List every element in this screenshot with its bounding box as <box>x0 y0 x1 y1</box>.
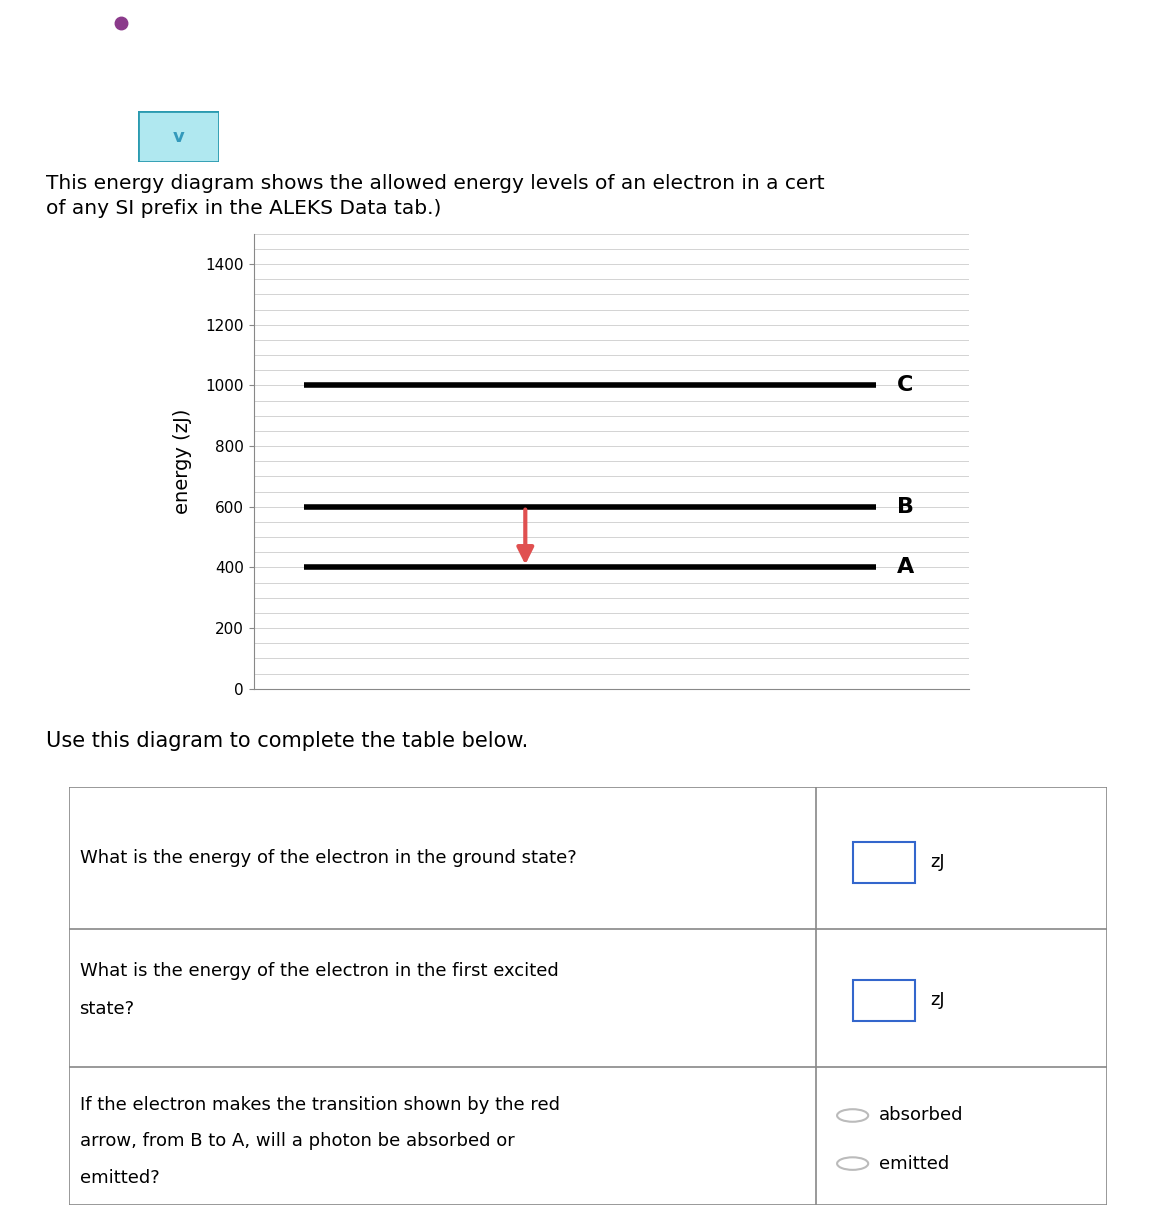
Text: B: B <box>897 497 914 517</box>
Text: If the electron makes the transition shown by the red: If the electron makes the transition sho… <box>80 1096 559 1114</box>
Text: A: A <box>897 557 914 577</box>
Text: What is the energy of the electron in the ground state?: What is the energy of the electron in th… <box>80 849 576 867</box>
Text: zJ: zJ <box>930 854 945 872</box>
Text: arrow, from B to A, will a photon be absorbed or: arrow, from B to A, will a photon be abs… <box>80 1132 514 1150</box>
Text: zJ: zJ <box>930 991 945 1010</box>
Text: absorbed: absorbed <box>879 1107 963 1124</box>
Bar <box>852 979 914 1021</box>
Text: Use this diagram to complete the table below.: Use this diagram to complete the table b… <box>46 731 528 752</box>
Text: emitted: emitted <box>879 1155 949 1172</box>
Text: emitted?: emitted? <box>80 1170 159 1187</box>
Text: of any SI prefix in the ALEKS Data tab.): of any SI prefix in the ALEKS Data tab.) <box>46 199 442 219</box>
Text: state?: state? <box>80 1000 135 1018</box>
Text: ELECTRONIC STRUCTURE AND CHEMICAL BONDING: ELECTRONIC STRUCTURE AND CHEMICAL BONDIN… <box>133 16 491 30</box>
Text: v: v <box>173 128 184 145</box>
Y-axis label: energy (zJ): energy (zJ) <box>173 408 191 514</box>
Text: Calculating the wavelength of a spectral line from an energy...: Calculating the wavelength of a spectral… <box>81 73 770 91</box>
Bar <box>852 841 914 883</box>
Text: This energy diagram shows the allowed energy levels of an electron in a cert: This energy diagram shows the allowed en… <box>46 175 824 193</box>
Text: What is the energy of the electron in the first excited: What is the energy of the electron in th… <box>80 962 558 980</box>
Text: C: C <box>897 375 913 395</box>
